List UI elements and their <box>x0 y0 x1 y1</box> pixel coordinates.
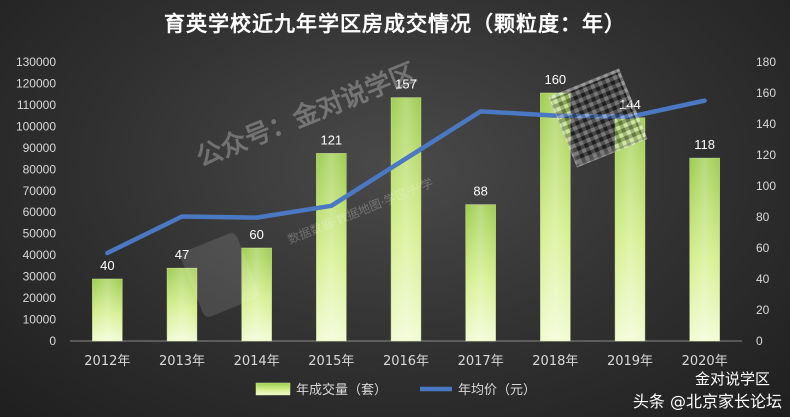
x-tick-label: 2018年 <box>532 354 578 369</box>
price-point <box>629 116 631 118</box>
price-point <box>106 252 108 254</box>
y-right-tick-label: 120 <box>756 148 776 162</box>
legend-line-label: 年均价（元） <box>458 383 536 398</box>
y-right-tick-label: 140 <box>756 117 776 131</box>
bar-data-label: 121 <box>320 132 342 147</box>
x-tick-label: 2013年 <box>159 354 205 369</box>
x-tick-label: 2012年 <box>84 354 130 369</box>
price-point <box>181 216 183 218</box>
y-left-tick-label: 40000 <box>23 248 57 262</box>
bar-shine <box>391 97 421 342</box>
legend-bar-label: 年成交量（套） <box>296 382 387 398</box>
bar-data-label: 60 <box>249 227 263 242</box>
price-point <box>405 158 407 160</box>
y-left-tick-label: 70000 <box>23 184 57 198</box>
bar-shine <box>689 158 720 341</box>
brand-source: 头条 @北京家长论坛 <box>632 392 782 411</box>
y-left-tick-label: 50000 <box>23 227 57 241</box>
bar-shine <box>92 279 123 341</box>
price-point <box>704 100 706 102</box>
y-left-tick-label: 100000 <box>16 119 56 133</box>
y-left-tick-label: 60000 <box>23 205 57 219</box>
y-right-tick-label: 160 <box>756 86 776 100</box>
y-right-tick-label: 180 <box>756 55 776 69</box>
y-right-tick-label: 100 <box>756 179 776 193</box>
bar-shine <box>167 268 197 341</box>
bar-shine <box>465 204 496 341</box>
y-left-tick-label: 130000 <box>16 55 56 69</box>
y-right-tick-label: 80 <box>756 210 770 224</box>
y-left-tick-label: 120000 <box>16 76 56 90</box>
chart-title: 育英学校近九年学区房成交情况（颗粒度：年） <box>164 12 626 36</box>
bar-data-label: 160 <box>544 72 566 87</box>
bar-shine <box>615 117 645 341</box>
y-left-tick-label: 110000 <box>17 98 56 112</box>
bar-data-label: 88 <box>473 184 487 199</box>
bar-data-label: 144 <box>619 97 641 112</box>
x-tick-label: 2020年 <box>682 354 728 369</box>
price-point <box>480 110 482 112</box>
x-tick-label: 2016年 <box>383 354 429 369</box>
y-left-tick-label: 30000 <box>23 270 57 284</box>
price-point <box>330 205 332 207</box>
bar-shine <box>241 248 272 341</box>
y-left-tick-label: 10000 <box>23 313 57 327</box>
bar-data-label: 118 <box>694 137 715 152</box>
x-tick-label: 2019年 <box>607 354 653 369</box>
bar-shine <box>316 153 347 341</box>
y-right-tick-label: 40 <box>756 272 770 286</box>
x-tick-label: 2017年 <box>458 354 504 369</box>
y-right-tick-label: 20 <box>756 303 770 317</box>
y-left-tick-label: 0 <box>49 334 56 348</box>
brand-account: 金对说学区 <box>694 370 770 388</box>
legend-bar-swatch <box>255 382 291 396</box>
bar-data-label: 40 <box>100 258 114 273</box>
y-left-tick-label: 90000 <box>23 141 57 155</box>
y-left-tick-label: 20000 <box>23 291 57 305</box>
price-point <box>256 217 258 219</box>
bar-data-label: 47 <box>175 247 189 262</box>
price-point <box>554 115 556 117</box>
bar-data-label: 157 <box>395 77 417 92</box>
y-right-tick-label: 60 <box>756 241 770 255</box>
y-right-tick-label: 0 <box>756 334 763 348</box>
x-tick-label: 2015年 <box>308 354 354 369</box>
y-left-tick-label: 80000 <box>23 162 57 176</box>
x-tick-label: 2014年 <box>234 354 280 369</box>
bar-shine <box>540 93 571 341</box>
